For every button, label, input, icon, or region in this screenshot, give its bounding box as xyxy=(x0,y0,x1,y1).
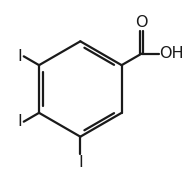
Text: O: O xyxy=(135,15,148,30)
Text: I: I xyxy=(18,114,22,129)
Text: I: I xyxy=(78,155,83,170)
Text: I: I xyxy=(18,49,22,64)
Text: OH: OH xyxy=(160,46,184,61)
